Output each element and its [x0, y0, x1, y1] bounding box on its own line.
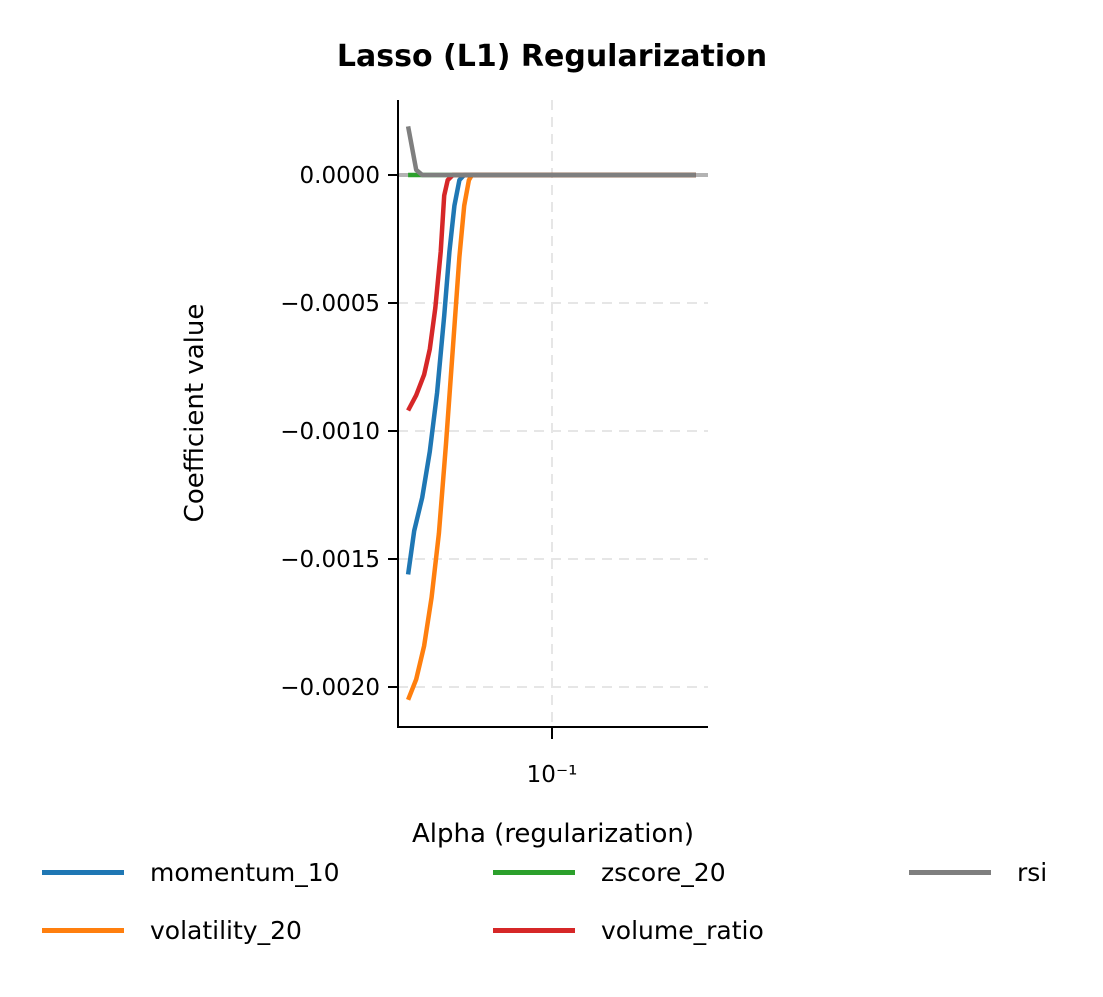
- y-tick-label: −0.0015: [280, 547, 380, 573]
- legend-label: rsi: [1017, 857, 1048, 887]
- y-tick-label: −0.0005: [280, 291, 380, 317]
- x-axis-ticks: 10⁻¹: [527, 727, 578, 788]
- legend-swatch-icon: [493, 927, 575, 933]
- legend-swatch-icon: [493, 869, 575, 875]
- series-line-volume-ratio: [406, 172, 696, 412]
- chart-canvas: Lasso (L1) Regularization 0.0000 −0.0005 −…: [180, 39, 767, 849]
- x-tick-label: 10⁻¹: [527, 762, 578, 788]
- chart-legend: momentum_10 volatility_20 zscore_20 volume_…: [0, 852, 1103, 962]
- legend-label: volatility_20: [150, 915, 302, 945]
- legend-label: volume_ratio: [601, 915, 764, 945]
- legend-swatch-icon: [42, 927, 124, 933]
- y-tick-label: 0.0000: [300, 163, 380, 189]
- legend-swatch-icon: [42, 869, 124, 875]
- series-line-volatility-20: [406, 172, 696, 701]
- legend-item-volume-ratio: volume_ratio: [493, 910, 764, 950]
- y-tick-label: −0.0020: [280, 675, 380, 701]
- legend-item-volatility-20: volatility_20: [42, 910, 302, 950]
- y-axis-ticks: 0.0000 −0.0005 −0.0010 −0.0015 −0.0020: [280, 163, 398, 701]
- legend-label: momentum_10: [150, 857, 340, 887]
- series-line-momentum-10: [405, 172, 696, 575]
- y-axis-label: Coefficient value: [180, 304, 210, 523]
- y-tick-label: −0.0010: [280, 419, 380, 445]
- legend-item-rsi: rsi: [909, 852, 1047, 892]
- legend-swatch-icon: [909, 869, 991, 875]
- chart-title: Lasso (L1) Regularization: [337, 39, 767, 74]
- legend-item-zscore-20: zscore_20: [493, 852, 726, 892]
- legend-label: zscore_20: [601, 857, 726, 887]
- series-lines: [405, 125, 696, 701]
- x-axis-label: Alpha (regularization): [412, 819, 694, 849]
- legend-item-momentum-10: momentum_10: [42, 852, 340, 892]
- series-line-rsi: [405, 125, 696, 178]
